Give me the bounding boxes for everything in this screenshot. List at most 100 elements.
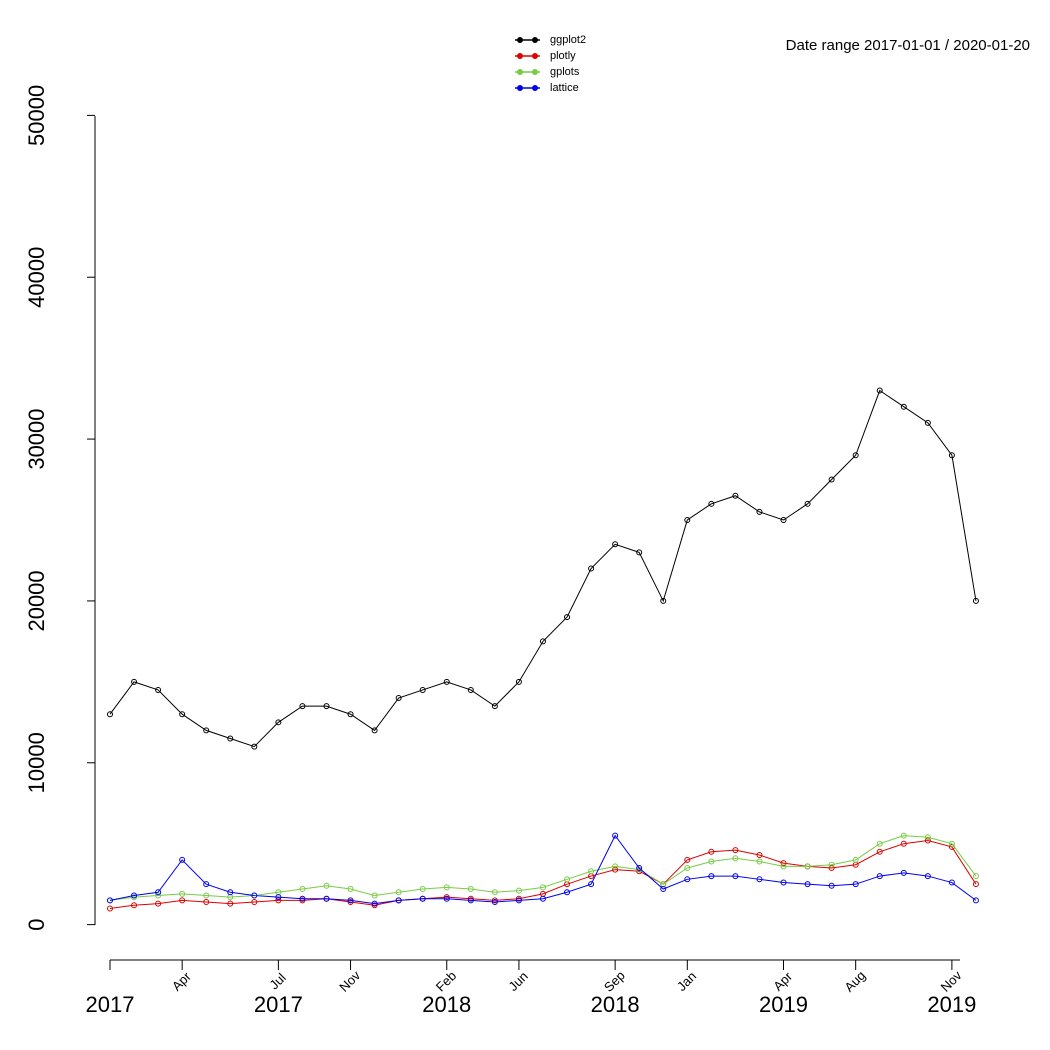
- data-point: [780, 517, 787, 523]
- data-point: [660, 886, 667, 893]
- data-point: [588, 565, 595, 572]
- data-point: [588, 868, 595, 875]
- data-point: [972, 597, 979, 604]
- data-point: [684, 864, 691, 871]
- data-point: [203, 727, 210, 734]
- data-point: [179, 890, 186, 897]
- x-tick-label: Nov: [336, 967, 363, 994]
- legend-marker: [532, 85, 538, 91]
- data-point: [852, 881, 859, 888]
- data-point: [708, 858, 715, 865]
- data-point: [515, 887, 522, 894]
- data-point: [251, 898, 258, 905]
- x-tick-year: 2018: [422, 992, 471, 1017]
- data-point: [636, 864, 643, 871]
- data-point: [275, 897, 282, 904]
- series-line: [109, 835, 977, 901]
- data-point: [323, 882, 330, 889]
- data-point: [804, 863, 811, 870]
- data-point: [804, 881, 811, 888]
- data-point: [155, 686, 162, 693]
- data-point: [227, 889, 234, 896]
- data-point: [419, 686, 426, 693]
- data-point: [515, 678, 522, 685]
- legend-label: lattice: [550, 82, 579, 94]
- data-point: [467, 686, 474, 693]
- data-point: [900, 869, 907, 876]
- data-point: [299, 886, 306, 893]
- data-point: [708, 500, 715, 507]
- data-point: [515, 897, 522, 904]
- data-point: [780, 879, 787, 886]
- series-line: [109, 389, 977, 748]
- data-point: [467, 897, 474, 904]
- data-point: [251, 892, 258, 899]
- data-point: [564, 876, 571, 883]
- data-point: [155, 889, 162, 896]
- data-point: [227, 900, 234, 907]
- data-point: [948, 452, 955, 459]
- data-point: [732, 492, 739, 499]
- data-point: [539, 638, 546, 645]
- data-point: [251, 743, 258, 750]
- series-line: [109, 839, 977, 909]
- legend-marker: [532, 53, 538, 59]
- data-point: [539, 884, 546, 891]
- data-point: [924, 834, 931, 841]
- data-point: [588, 881, 595, 888]
- data-point: [107, 905, 113, 912]
- data-point: [371, 727, 378, 734]
- data-point: [828, 476, 835, 483]
- data-point: [107, 897, 113, 904]
- data-point: [828, 864, 835, 871]
- data-point: [972, 873, 979, 880]
- x-tick-year: 2019: [759, 992, 808, 1017]
- data-point: [564, 889, 571, 896]
- data-point: [756, 858, 763, 865]
- data-point: [419, 886, 426, 893]
- data-point: [227, 735, 234, 742]
- data-point: [684, 517, 691, 523]
- x-tick-label: Apr: [770, 968, 795, 993]
- data-point: [275, 894, 282, 901]
- data-point: [876, 848, 883, 855]
- x-tick-label: 2017: [86, 992, 135, 1017]
- data-point: [299, 895, 306, 902]
- x-tick-label: Sep: [601, 968, 628, 995]
- data-point: [852, 856, 859, 863]
- data-point: [347, 897, 354, 904]
- x-tick-label: Nov: [938, 967, 965, 994]
- data-point: [756, 852, 763, 859]
- data-point: [756, 508, 763, 515]
- chart-subtitle: Date range 2017-01-01 / 2020-01-20: [786, 37, 1030, 54]
- data-point: [443, 884, 450, 891]
- data-point: [948, 879, 955, 886]
- legend-label: gplots: [550, 66, 580, 78]
- data-point: [179, 711, 186, 718]
- legend-marker: [532, 69, 538, 75]
- data-point: [467, 886, 474, 893]
- data-point: [323, 895, 330, 902]
- data-point: [924, 837, 931, 844]
- legend-marker: [532, 37, 538, 43]
- x-tick-label: Jun: [505, 969, 530, 994]
- x-tick-label: Apr: [169, 968, 194, 993]
- data-point: [804, 500, 811, 507]
- data-point: [203, 892, 210, 899]
- legend-label: plotly: [550, 50, 576, 62]
- data-point: [780, 860, 787, 867]
- data-point: [131, 678, 138, 685]
- data-point: [371, 892, 378, 899]
- y-tick-label: 10000: [24, 732, 49, 793]
- data-point: [612, 832, 619, 839]
- data-point: [900, 840, 907, 847]
- y-tick-label: 0: [24, 919, 49, 931]
- data-point: [612, 541, 619, 548]
- series-line: [109, 834, 977, 905]
- data-point: [876, 873, 883, 880]
- x-tick-label: Jan: [674, 969, 699, 994]
- data-point: [708, 848, 715, 855]
- data-point: [371, 900, 378, 907]
- data-point: [395, 897, 402, 904]
